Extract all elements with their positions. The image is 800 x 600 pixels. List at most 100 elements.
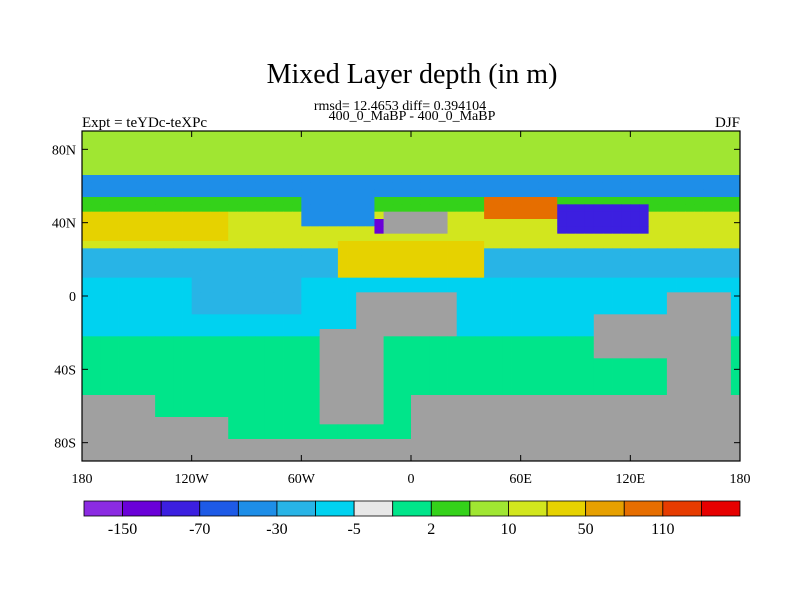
heatmap-cell [209,263,220,271]
heatmap-cell [237,329,247,337]
heatmap-cell [337,233,348,242]
heatmap-cell [246,153,257,161]
land-cell [685,395,695,403]
land-cell [602,439,613,447]
heatmap-cell [173,277,183,286]
heatmap-cell [639,175,650,183]
heatmap-cell [145,131,156,139]
heatmap-cell [538,299,549,308]
heatmap-cell [484,387,494,396]
land-cell [648,439,659,447]
heatmap-cell [648,270,659,279]
heatmap-cell [173,138,183,147]
land-cell [685,373,695,381]
heatmap-cell [209,343,220,352]
heatmap-cell [109,387,119,396]
heatmap-cell [703,226,713,235]
heatmap-cell [474,321,485,330]
land-cell [694,446,704,455]
heatmap-cell [411,197,421,205]
land-cell [347,446,357,455]
heatmap-cell [145,329,156,337]
heatmap-cell [438,189,448,198]
heatmap-cell [493,131,503,139]
heatmap-cell [264,365,275,374]
land-cell [484,453,494,462]
heatmap-cell [712,277,723,286]
heatmap-cell [292,131,302,139]
land-cell [411,292,421,301]
heatmap-cell [200,336,211,345]
heatmap-cell [155,351,165,359]
heatmap-cell [438,373,448,381]
land-cell [392,211,403,220]
heatmap-cell [520,197,531,205]
colorbar-box [585,500,625,517]
heatmap-cell [237,314,247,323]
land-cell [328,453,339,462]
heatmap-cell [511,343,522,352]
heatmap-cell [429,387,439,396]
heatmap-cell [127,226,138,235]
heatmap-cell [264,431,275,440]
land-cell [502,439,512,447]
land-cell [694,373,704,381]
heatmap-cell [228,402,238,411]
heatmap-cell [694,131,704,139]
land-cell [209,431,220,440]
heatmap-cell [566,189,576,198]
heatmap-cell [694,277,704,286]
heatmap-cell [493,263,503,271]
heatmap-cell [511,307,522,315]
heatmap-cell [237,182,247,191]
heatmap-cell [456,189,467,198]
heatmap-cell [356,263,366,271]
heatmap-cell [173,160,183,169]
colorbar-box [199,500,239,517]
land-cell [365,292,375,301]
heatmap-cell [548,380,558,389]
heatmap-cell [420,138,430,147]
heatmap-cell [310,424,321,433]
heatmap-cell [538,255,549,264]
heatmap-cell [730,373,741,381]
heatmap-cell [283,219,293,227]
heatmap-cell [127,131,138,139]
heatmap-cell [703,211,713,220]
heatmap-cell [228,153,238,161]
heatmap-cell [548,263,558,271]
heatmap-cell [456,358,467,367]
heatmap-cell [264,387,275,396]
heatmap-cell [310,167,321,176]
land-cell [712,351,723,359]
heatmap-cell [676,248,686,257]
heatmap-cell [219,277,229,286]
heatmap-cell [474,307,485,315]
heatmap-cell [529,131,540,139]
heatmap-cell [209,285,220,293]
land-cell [703,329,713,337]
heatmap-cell [612,263,622,271]
land-cell [356,365,366,374]
land-cell [136,431,147,440]
plot-area [81,130,741,462]
land-cell [666,409,677,418]
land-cell [438,292,448,301]
heatmap-cell [648,255,659,264]
heatmap-cell [721,226,732,235]
heatmap-cell [712,241,723,249]
heatmap-cell [255,417,266,425]
heatmap-cell [584,204,595,213]
heatmap-cell [511,358,522,367]
heatmap-cell [529,373,540,381]
heatmap-cell [155,263,165,271]
heatmap-cell [237,248,247,257]
heatmap-cell [118,351,129,359]
heatmap-cell [374,160,384,169]
heatmap-cell [584,160,595,169]
land-cell [365,373,375,381]
heatmap-cell [484,299,494,308]
heatmap-cell [630,197,640,205]
land-cell [621,314,631,323]
land-cell [411,453,421,462]
